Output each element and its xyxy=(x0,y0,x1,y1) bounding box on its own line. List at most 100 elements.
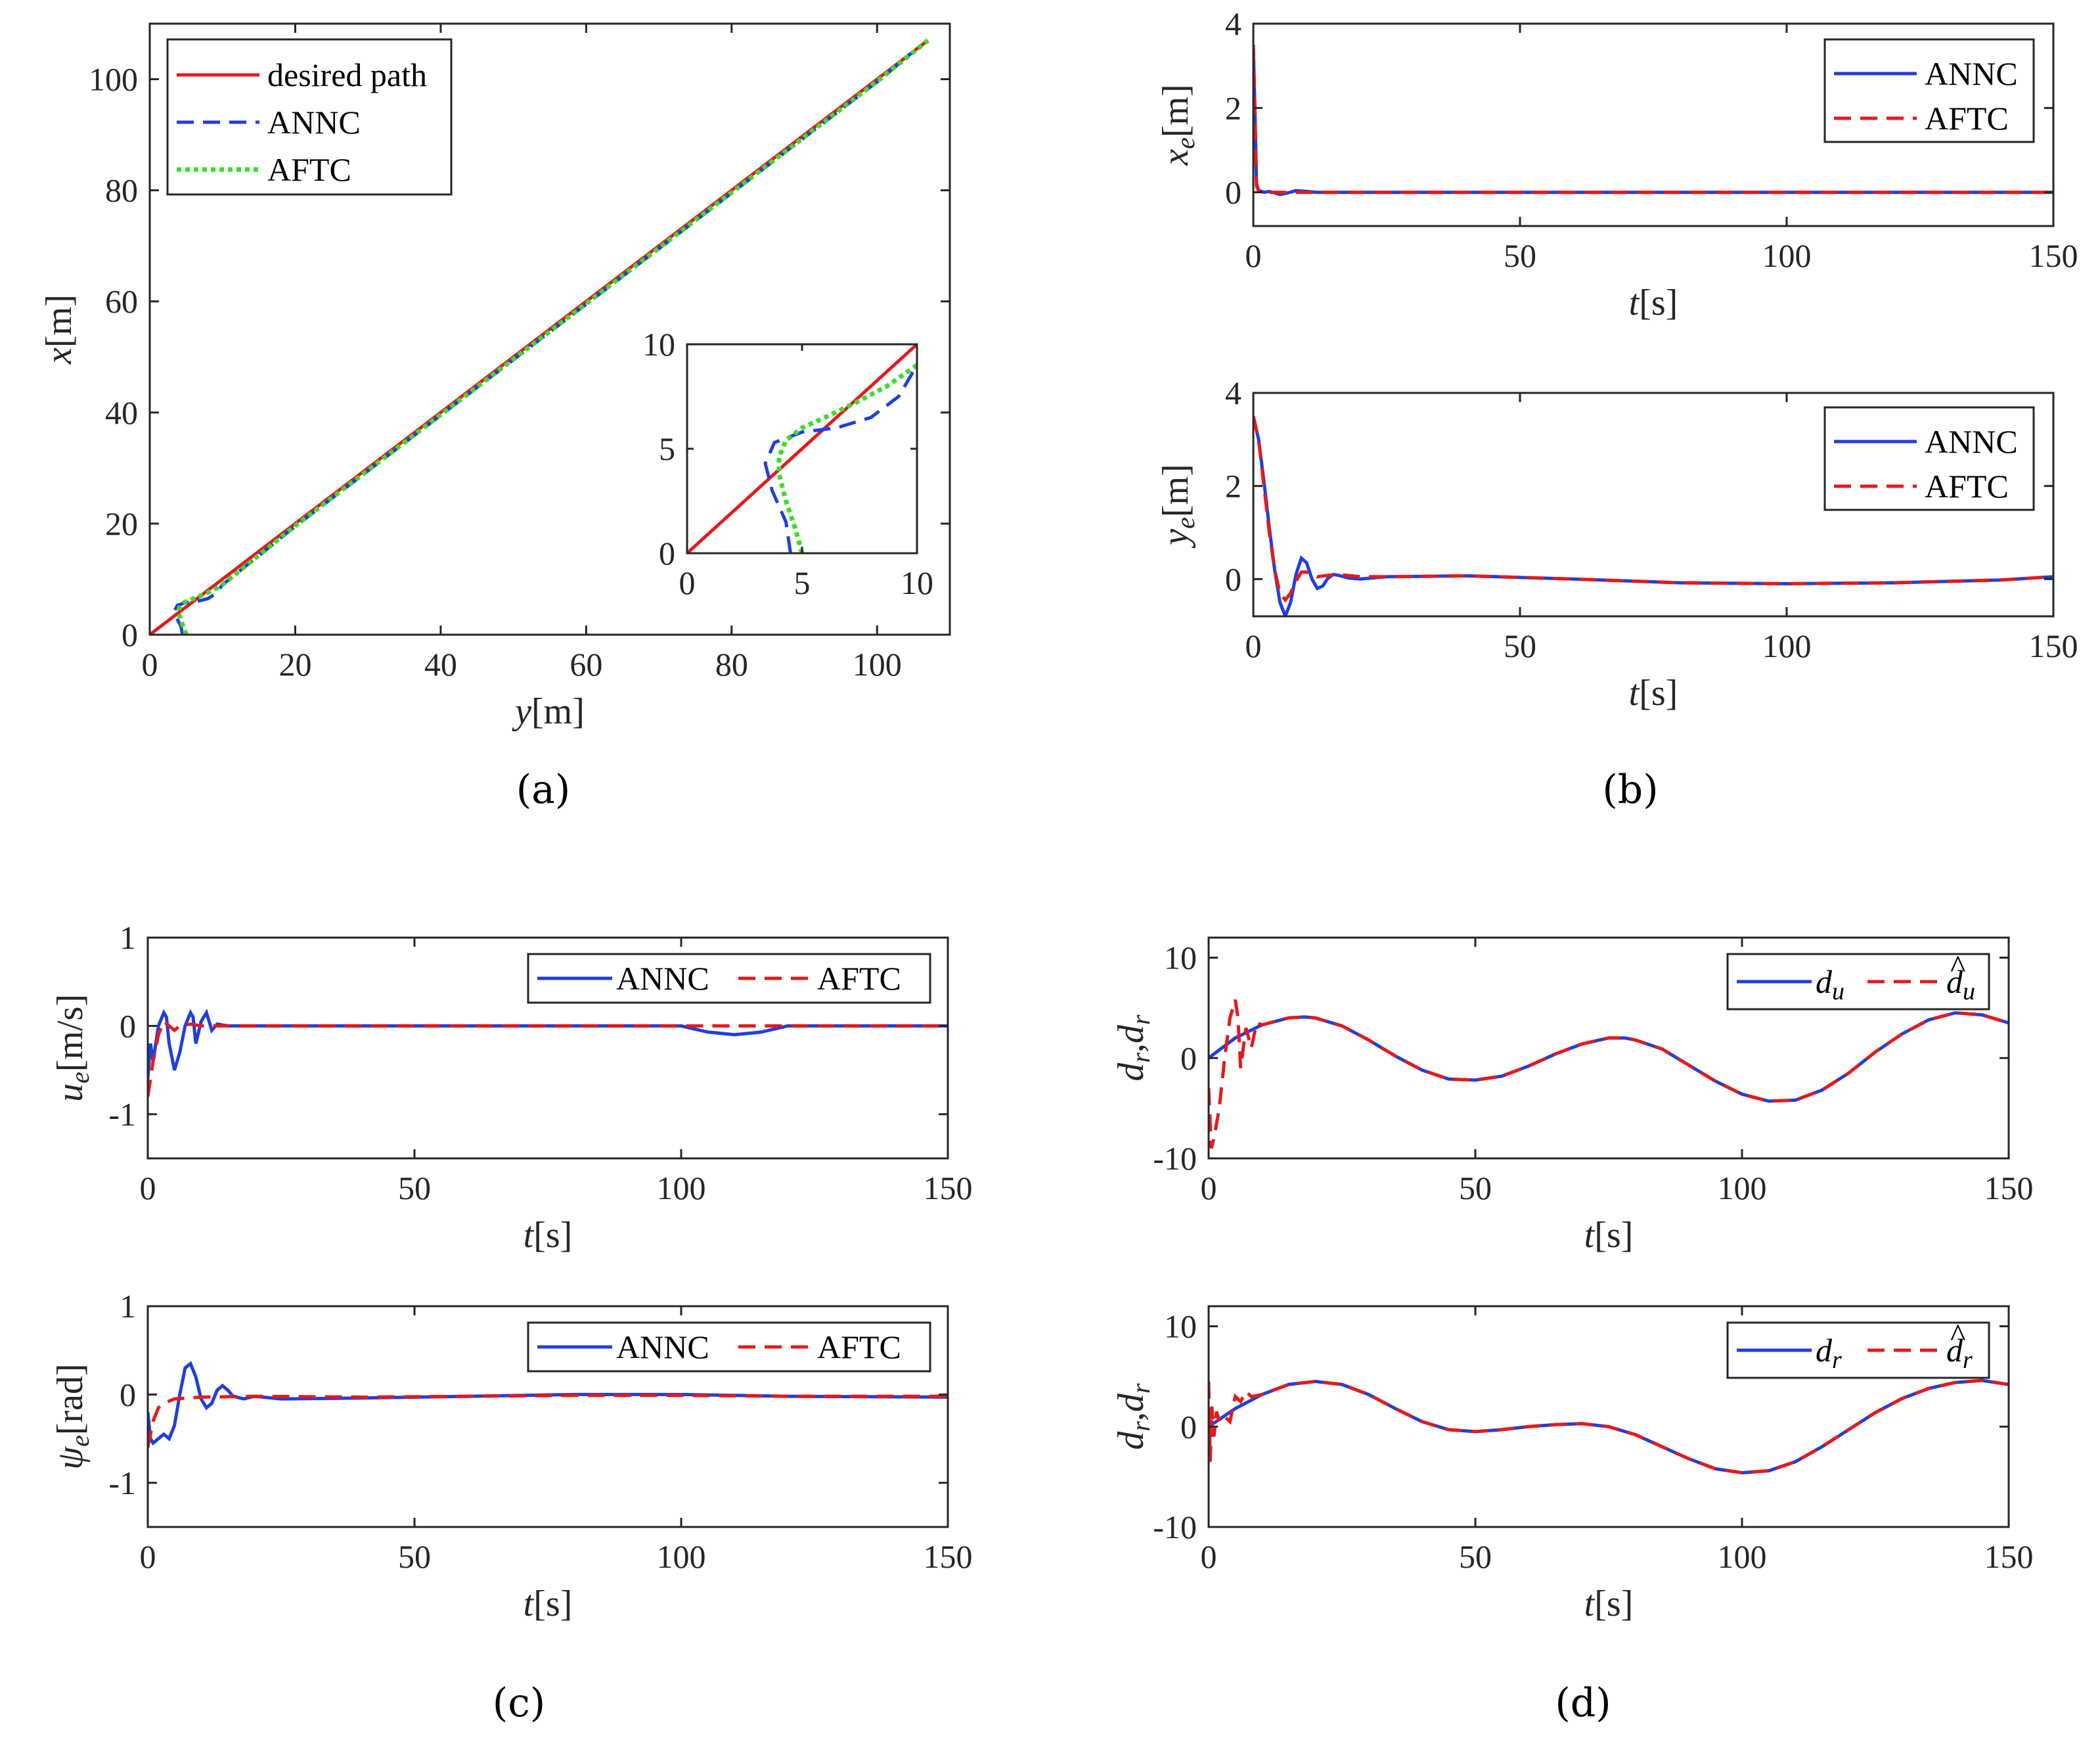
chart-d1-xtick-label-0: 0 xyxy=(1201,1170,1217,1206)
chart-d1-ytick-label-0: -10 xyxy=(1153,1140,1197,1177)
chart-c2-ytick-label-2: 1 xyxy=(120,1288,136,1325)
chart-b1-legend-label-0: ANNC xyxy=(1925,55,2018,92)
chart-a-inset-ytick-label-2: 10 xyxy=(642,326,675,363)
chart-c1-xtick-label-2: 100 xyxy=(657,1170,706,1206)
chart-b2-xtick-label-3: 150 xyxy=(2029,627,2078,664)
chart-c1-series-1 xyxy=(148,1018,948,1097)
chart-d1-legend-label-1: du xyxy=(1946,963,1975,1005)
chart-d2-axes-frame xyxy=(1207,1305,2010,1528)
chart-a-legend-label-0: desired path xyxy=(267,57,427,93)
chart-c1-ytick-label-1: 0 xyxy=(120,1007,136,1044)
chart-a-xtick-label-5: 100 xyxy=(853,646,902,683)
chart-d2-legend-hat-1: ^ xyxy=(1950,1317,1965,1354)
chart-a-series-1 xyxy=(172,50,915,635)
chart-a-series-2 xyxy=(176,38,929,635)
chart-a-ytick-label-5: 100 xyxy=(89,61,138,98)
chart-b2-ylabel: ye[m] xyxy=(1155,464,1200,548)
chart-a-xtick-label-3: 60 xyxy=(570,646,602,683)
chart-d1-ytick-label-1: 0 xyxy=(1180,1039,1197,1076)
chart-d2-xtick-label-0: 0 xyxy=(1201,1538,1217,1575)
chart-a-ytick-label-1: 20 xyxy=(105,505,138,542)
chart-a-inset: 0 5 10 0 5 10 xyxy=(642,326,933,601)
chart-c1-legend-label-0: ANNC xyxy=(616,960,709,997)
chart-b2-ytick-label-1: 2 xyxy=(1225,468,1241,505)
chart-d2-xtick-label-3: 150 xyxy=(1984,1538,2034,1575)
chart-d1-series-group xyxy=(1209,999,2009,1149)
chart-c1-series-group xyxy=(148,1009,948,1097)
chart-b1-ylabel: xe[m] xyxy=(1155,84,1200,166)
chart-a-axes-frame xyxy=(148,22,951,636)
chart-d1-legend-label-0: du xyxy=(1816,963,1844,1005)
chart-c2-axes-frame xyxy=(146,1305,949,1528)
chart-d1-xtick-label-3: 150 xyxy=(1984,1170,2034,1206)
chart-a-inset-xtick-label-2: 10 xyxy=(901,564,933,601)
chart-c1-xtick-label-1: 50 xyxy=(398,1170,431,1206)
chart-d2-ytick-label-0: -10 xyxy=(1153,1509,1197,1545)
chart-c1-series-0 xyxy=(148,1009,948,1080)
chart-a-inset-series-1 xyxy=(763,363,917,553)
chart-c1-axes-frame xyxy=(146,936,949,1160)
chart-c2-ylabel: ψe[rad] xyxy=(50,1363,95,1469)
chart-b1-xtick-label-1: 50 xyxy=(1504,237,1536,274)
chart-c1-xlabel: t[s] xyxy=(524,1215,573,1256)
chart-b2-ytick-label-0: 0 xyxy=(1225,560,1241,597)
chart-c2-xtick-label-2: 100 xyxy=(657,1538,706,1575)
chart-a-legend-label-1: ANNC xyxy=(267,104,361,141)
chart-b2-legend-label-0: ANNC xyxy=(1925,423,2018,460)
chart-a-xtick-label-0: 0 xyxy=(142,646,158,683)
chart-d1-xlabel: t[s] xyxy=(1584,1215,1634,1256)
chart-c2: 0 50 100 150 -1 0 1 t[s] ψe[rad] ANNC AFTC xyxy=(50,1288,973,1624)
chart-d2-ytick-label-1: 0 xyxy=(1180,1408,1197,1445)
chart-a-xtick-label-1: 20 xyxy=(279,646,311,683)
chart-a-inset-xtick-label-0: 0 xyxy=(679,564,696,601)
chart-d1-axes-frame xyxy=(1207,936,2010,1160)
chart-c1-ytick-label-0: -1 xyxy=(108,1096,136,1133)
chart-c2-legend-label-0: ANNC xyxy=(616,1329,709,1365)
chart-a-xtick-label-2: 40 xyxy=(424,646,457,683)
chart-d2-legend-label-0: dr xyxy=(1816,1332,1842,1374)
chart-b2-xlabel: t[s] xyxy=(1629,673,1678,714)
chart-d2-legend-label-1: dr xyxy=(1946,1332,1973,1374)
chart-d1-xtick-label-2: 100 xyxy=(1718,1170,1767,1206)
chart-c1-legend-label-1: AFTC xyxy=(817,960,901,997)
chart-d2-ylabel: dr,dr xyxy=(1111,1383,1155,1450)
chart-a-ytick-label-3: 60 xyxy=(105,283,138,320)
chart-c2-legend-label-1: AFTC xyxy=(817,1329,901,1365)
chart-b1-legend-label-1: AFTC xyxy=(1925,100,2009,137)
chart-b2-legend-box xyxy=(1823,406,2035,511)
chart-c1-xtick-label-3: 150 xyxy=(924,1170,973,1206)
chart-a-legend-label-2: AFTC xyxy=(267,151,351,188)
chart-d1-xtick-label-1: 50 xyxy=(1459,1170,1492,1206)
chart-b2-ytick-label-2: 4 xyxy=(1225,375,1241,411)
panel-label-a: (a) xyxy=(516,767,571,813)
chart-d2-ytick-label-2: 10 xyxy=(1164,1308,1197,1345)
chart-b2-legend-label-1: AFTC xyxy=(1925,468,2009,505)
chart-b1-ytick-label-1: 2 xyxy=(1225,89,1241,126)
chart-b2-xtick-label-1: 50 xyxy=(1504,627,1536,664)
chart-c1-ytick-label-2: 1 xyxy=(120,919,136,956)
chart-c2-xtick-label-1: 50 xyxy=(398,1538,431,1575)
chart-b1-xlabel: t[s] xyxy=(1629,283,1678,323)
chart-c2-series-1 xyxy=(148,1394,948,1448)
chart-b1-xtick-label-3: 150 xyxy=(2029,237,2078,274)
chart-d2-series-group xyxy=(1209,1378,2009,1475)
chart-d2-xlabel: t[s] xyxy=(1584,1583,1634,1624)
chart-b2-series-group xyxy=(1253,415,2053,616)
chart-a-inset-series-group xyxy=(687,344,917,553)
chart-b1-series-group xyxy=(1253,45,2053,196)
chart-c2-ytick-label-1: 0 xyxy=(120,1376,136,1413)
chart-b2: 0 50 100 150 0 2 4 t[s] ye[m] ANNC AFTC xyxy=(1155,375,2078,714)
chart-d2-xtick-label-2: 100 xyxy=(1718,1538,1767,1575)
chart-a-xlabel: y[m] xyxy=(512,691,585,732)
panel-label-c: (c) xyxy=(493,1680,545,1726)
panel-label-d: (d) xyxy=(1555,1680,1611,1726)
chart-b2-xtick-label-0: 0 xyxy=(1245,627,1262,664)
chart-c2-xtick-label-3: 150 xyxy=(924,1538,973,1575)
chart-b2-series-1 xyxy=(1253,415,2053,603)
chart-c2-xlabel: t[s] xyxy=(524,1583,573,1624)
chart-a-ytick-label-0: 0 xyxy=(122,616,138,653)
chart-b2-axes-frame xyxy=(1252,392,2055,618)
chart-c1-xtick-label-0: 0 xyxy=(140,1170,156,1206)
